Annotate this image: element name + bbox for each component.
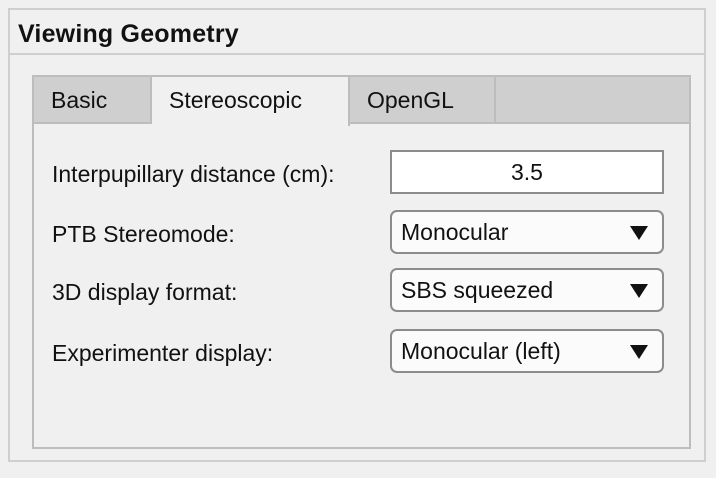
dropdown-arrow-icon <box>630 226 648 240</box>
experimenter-display-selected-value: Monocular (left) <box>401 338 561 364</box>
ipd-label: Interpupillary distance (cm): <box>52 161 335 187</box>
tab-basic[interactable]: Basic <box>34 77 152 124</box>
tab-bar: Basic Stereoscopic OpenGL <box>32 75 691 126</box>
dropdown-arrow-icon <box>630 345 648 359</box>
stereoscopic-tab-content: Interpupillary distance (cm): 3.5 PTB St… <box>32 122 691 449</box>
stereomode-selected-value: Monocular <box>401 219 509 245</box>
tab-stereoscopic[interactable]: Stereoscopic <box>152 77 350 126</box>
display-format-dropdown[interactable]: SBS squeezed <box>390 268 664 312</box>
tab-opengl[interactable]: OpenGL <box>350 77 496 124</box>
stereomode-label: PTB Stereomode: <box>52 221 235 247</box>
display-format-selected-value: SBS squeezed <box>401 277 554 303</box>
display-format-label: 3D display format: <box>52 279 238 305</box>
tab-group: Basic Stereoscopic OpenGL Interpupillary… <box>32 75 691 449</box>
panel-title: Viewing Geometry <box>18 20 239 48</box>
experimenter-display-label: Experimenter display: <box>52 340 274 366</box>
stereomode-dropdown[interactable]: Monocular <box>390 210 664 254</box>
experimenter-display-dropdown[interactable]: Monocular (left) <box>390 329 664 373</box>
viewing-geometry-panel: Viewing Geometry Basic Stereoscopic Open… <box>8 8 706 462</box>
ipd-input[interactable]: 3.5 <box>390 150 664 194</box>
title-divider <box>10 53 704 55</box>
dropdown-arrow-icon <box>630 284 648 298</box>
